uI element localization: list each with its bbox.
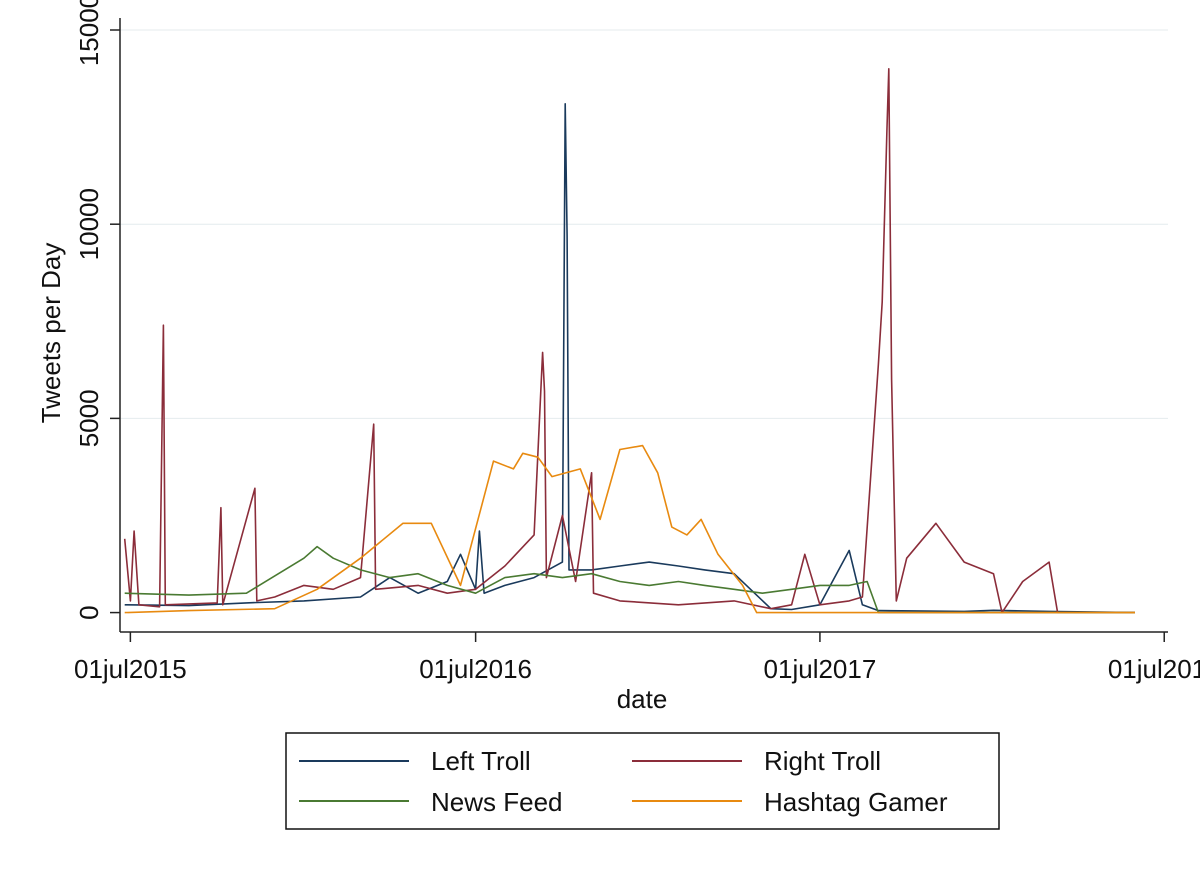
x-tick-label: 01jul2015 <box>74 654 187 684</box>
gridlines <box>120 29 1168 419</box>
x-axis-ticks: 01jul2015 01jul2016 01jul2017 01jul2018 <box>74 632 1200 684</box>
series-layer <box>123 68 1136 614</box>
y-axis-ticks: 0 5000 10000 15000 <box>74 0 120 620</box>
legend-label-hashtag-gamer: Hashtag Gamer <box>764 787 948 817</box>
series-line-news-feed <box>124 545 1135 614</box>
y-tick-label: 0 <box>74 605 104 619</box>
series-line-left-troll <box>124 103 1136 614</box>
x-tick-label: 01jul2017 <box>764 654 877 684</box>
x-tick-label: 01jul2016 <box>419 654 532 684</box>
series-line-right-troll <box>123 68 1135 614</box>
y-tick-label: 15000 <box>74 0 104 66</box>
x-axis-title: date <box>617 684 668 714</box>
series-line-hashtag-gamer <box>124 444 1135 614</box>
y-tick-label: 5000 <box>74 389 104 447</box>
y-tick-label: 10000 <box>74 188 104 260</box>
y-axis-title: Tweets per Day <box>36 243 66 424</box>
legend-label-news-feed: News Feed <box>431 787 563 817</box>
legend: Left Troll Right Troll News Feed Hashtag… <box>285 732 1000 830</box>
legend-box <box>285 732 1000 830</box>
legend-label-right-troll: Right Troll <box>764 746 881 776</box>
x-tick-label: 01jul2018 <box>1108 654 1200 684</box>
legend-label-left-troll: Left Troll <box>431 746 531 776</box>
plot-area <box>120 30 1168 632</box>
